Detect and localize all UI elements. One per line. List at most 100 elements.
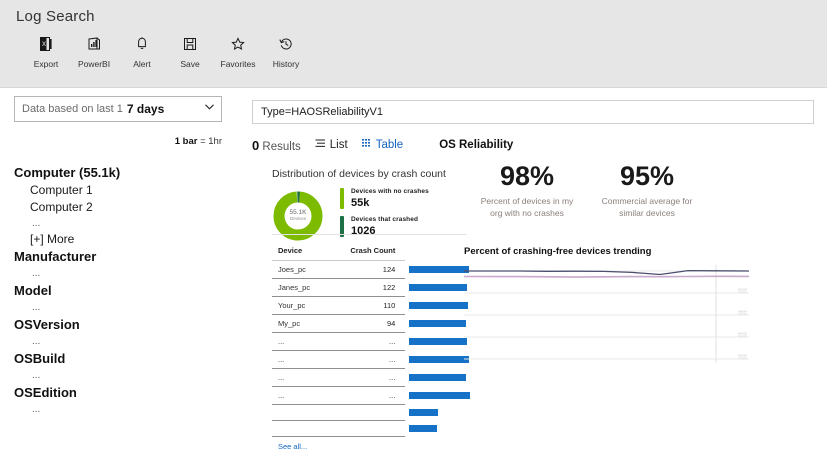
cell-count: 124 [338, 260, 406, 279]
cell-count: 110 [338, 296, 406, 315]
cell-count: ... [338, 350, 406, 369]
history-label: History [272, 59, 300, 69]
facet-header-osedition[interactable]: OSEdition [14, 385, 77, 400]
facet-name: Computer [14, 165, 76, 180]
facet-item-computer-2[interactable]: Computer 2 [30, 200, 93, 214]
table-row[interactable]: Janes_pc 122 [272, 278, 472, 297]
facet-list: Computer (55.1k) Computer 1 Computer 2 .… [14, 165, 224, 417]
alert-button[interactable]: Alert [118, 33, 166, 69]
donut-center-label: Devices [289, 216, 306, 222]
y-tick-label: ▒▒▒ [737, 332, 747, 337]
tab-list[interactable]: List [315, 139, 348, 151]
facet-ellipsis: ... [32, 370, 41, 381]
facet-ellipsis: ... [32, 404, 41, 415]
donut-tile-title: Distribution of devices by crash count [272, 168, 446, 180]
cell-bar [405, 369, 472, 387]
cell-device: ... [272, 386, 339, 405]
table-row[interactable] [272, 420, 472, 437]
results-count-label: Results [259, 140, 301, 153]
facet-model: Model ... [14, 283, 224, 315]
cell-count: ... [338, 386, 406, 405]
tab-table[interactable]: Table [361, 139, 403, 151]
cell-bar [405, 405, 472, 421]
facet-more-link[interactable]: [+] More [30, 232, 75, 246]
filter-sidebar: Data based on last 1 7 days 1 bar = 1hr … [0, 88, 238, 458]
bell-icon [134, 34, 150, 54]
export-label: Export [33, 59, 59, 69]
cell-bar [405, 315, 472, 333]
kpi-label: Percent of devices in my org with no cra… [480, 196, 574, 218]
y-tick-label: ▒▒▒ [737, 288, 747, 293]
cell-bar [405, 279, 472, 297]
cell-bar [405, 351, 472, 369]
table-row[interactable]: ... ... [272, 332, 472, 351]
legend-label-crashed: Devices that crashed [351, 216, 419, 223]
results-count-value: 0 [252, 137, 260, 153]
bar-interval-strong: 1 bar [174, 136, 198, 147]
facet-osversion: OSVersion ... [14, 317, 224, 349]
cell-device: ... [272, 350, 339, 369]
y-tick-label: ▒▒▒ [737, 354, 747, 359]
column-header-device: Device [272, 246, 339, 261]
powerbi-button[interactable]: PowerBI [70, 33, 118, 69]
cell-device: Your_pc [272, 296, 339, 315]
export-button[interactable]: X Export [22, 33, 70, 69]
donut-center-value: 55.1K [289, 209, 307, 217]
table-icon [361, 139, 372, 151]
legend-label-no-crashes: Devices with no crashes [351, 188, 429, 195]
legend-item-no-crashes: Devices with no crashes 55k [340, 188, 429, 209]
facet-osbuild: OSBuild ... [14, 351, 224, 383]
time-range-prefix: Data based on last 1 [22, 103, 123, 115]
legend-swatch-no-crashes [340, 188, 344, 209]
facet-header-computer[interactable]: Computer (55.1k) [14, 165, 224, 180]
legend-value-no-crashes: 55k [351, 197, 370, 209]
cell-count [338, 420, 406, 437]
table-header-row: Device Crash Count [272, 246, 472, 261]
alert-label: Alert [133, 59, 151, 69]
table-row[interactable]: ... ... [272, 386, 472, 405]
tile-divider [272, 234, 467, 235]
facet-header-osbuild[interactable]: OSBuild [14, 351, 66, 366]
save-icon [182, 34, 198, 54]
cell-device [272, 404, 339, 421]
chevron-down-icon [205, 101, 214, 113]
cell-count: 122 [338, 278, 406, 297]
facet-item-computer-1[interactable]: Computer 1 [30, 183, 93, 197]
query-input[interactable]: Type=HAOSReliabilityV1 [252, 100, 814, 124]
page-title: Log Search [16, 8, 95, 25]
legend-swatch-crashed [340, 216, 344, 237]
favorites-label: Favorites [220, 59, 256, 69]
facet-header-osversion[interactable]: OSVersion [14, 317, 80, 332]
time-range-select[interactable]: Data based on last 1 7 days [14, 96, 222, 122]
table-row[interactable]: Joes_pc 124 [272, 260, 472, 279]
cell-device: ... [272, 368, 339, 387]
table-row[interactable]: My_pc 94 [272, 314, 472, 333]
star-icon [230, 34, 246, 54]
cell-device: My_pc [272, 314, 339, 333]
favorites-button[interactable]: Favorites [214, 33, 262, 69]
table-row[interactable]: ... ... [272, 350, 472, 369]
facet-ellipsis: ... [32, 218, 41, 229]
cell-bar [405, 421, 472, 437]
see-all-link[interactable]: See all... [278, 442, 308, 451]
facet-header-model[interactable]: Model [14, 283, 52, 298]
cell-bar [405, 333, 472, 351]
results-count: 0 Results [252, 138, 301, 153]
save-button[interactable]: Save [166, 33, 214, 69]
table-row[interactable]: ... ... [272, 368, 472, 387]
facet-header-manufacturer[interactable]: Manufacturer [14, 249, 97, 264]
table-row[interactable]: Your_pc 110 [272, 296, 472, 315]
list-icon [315, 139, 326, 151]
kpi-value: 95% [619, 161, 675, 191]
facet-manufacturer: Manufacturer ... [14, 249, 224, 281]
facet-computer: Computer (55.1k) Computer 1 Computer 2 .… [14, 165, 224, 247]
save-label: Save [180, 59, 200, 69]
donut-center-text: 55.1K Devices [272, 190, 324, 242]
history-button[interactable]: History [262, 33, 310, 69]
powerbi-label: PowerBI [77, 59, 111, 69]
svg-text:X: X [42, 42, 46, 48]
table-row[interactable] [272, 404, 472, 421]
trend-chart: ▒▒▒ ▒▒▒ ▒▒▒ ▒▒▒ [464, 263, 749, 368]
facet-ellipsis: ... [32, 302, 41, 313]
trend-tile: Percent of crashing-free devices trendin… [464, 246, 754, 368]
